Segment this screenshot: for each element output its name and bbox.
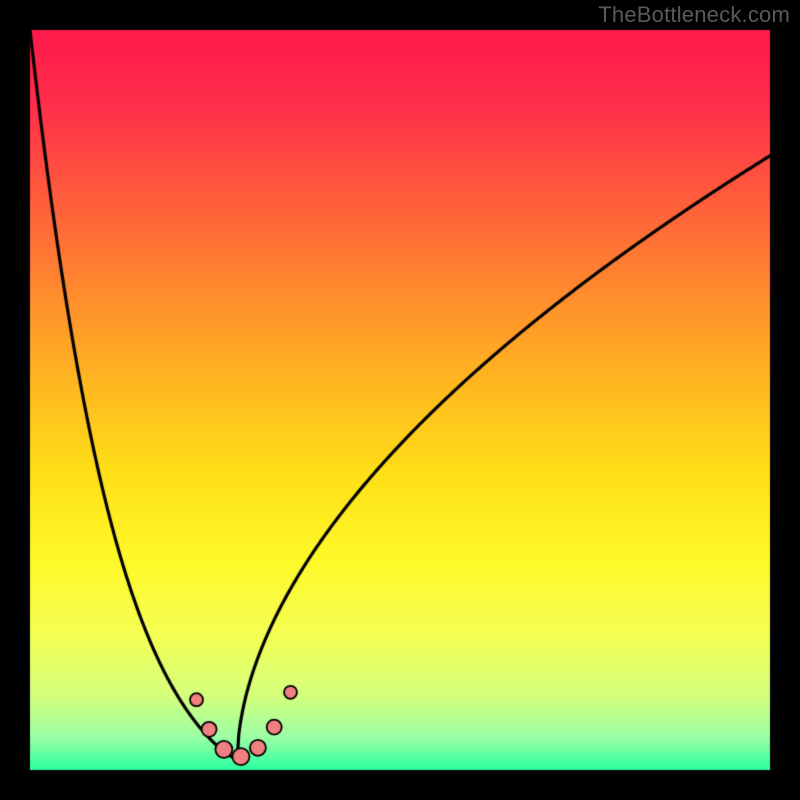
watermark-label: TheBottleneck.com bbox=[598, 2, 790, 28]
curve-overlay-canvas bbox=[0, 0, 800, 800]
chart-stage: TheBottleneck.com bbox=[0, 0, 800, 800]
